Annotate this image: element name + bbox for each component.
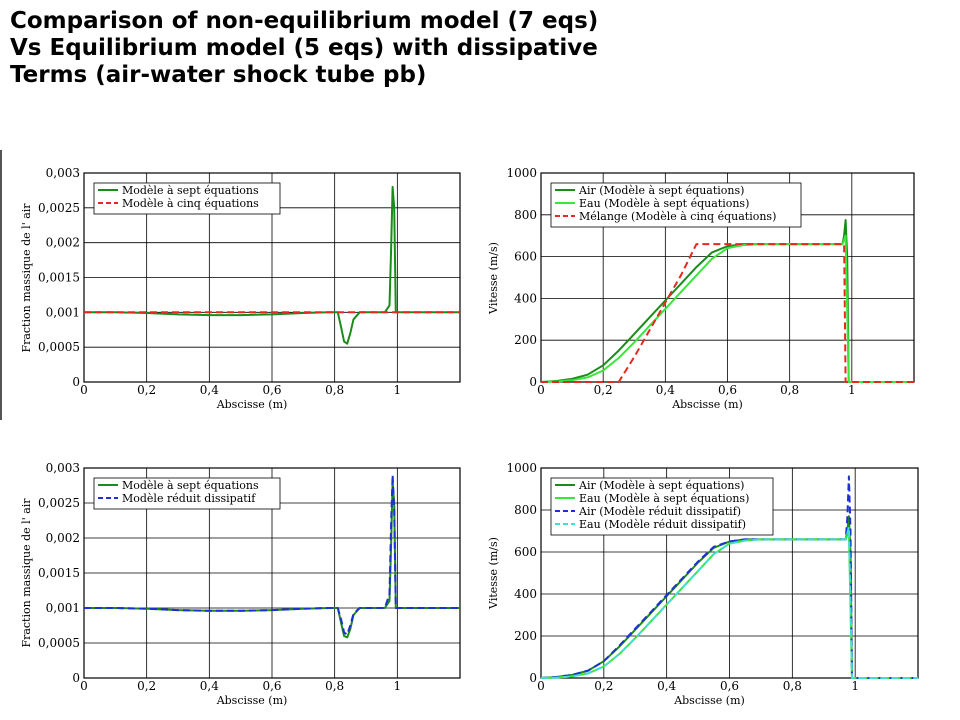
legend-label: Modèle à sept équations [122,184,259,197]
y-axis-label: Fraction massique de l' air [20,203,33,353]
x-axis-label: Abscisse (m) [216,694,288,707]
y-tick-label: 0,002 [46,531,80,545]
legend-label: Eau (Modèle à sept équations) [579,197,749,210]
x-tick-label: 1 [394,383,402,397]
y-tick-label: 600 [514,250,537,264]
y-tick-label: 0,002 [46,236,80,250]
legend-label: Air (Modèle réduit dissipatif) [578,505,741,518]
y-tick-label: 0,001 [46,601,80,615]
legend-box [93,182,281,215]
y-tick-label: 0 [72,375,80,389]
y-tick-label: 800 [514,503,537,517]
x-tick-label: 0,8 [325,679,344,693]
x-tick-label: 0,6 [262,679,281,693]
x-tick-label: 0 [537,679,545,693]
y-tick-label: 1000 [506,461,537,475]
y-tick-label: 0,0025 [38,496,80,510]
y-tick-label: 200 [514,333,537,347]
x-tick-label: 0,2 [594,383,613,397]
y-tick-label: 0 [529,375,537,389]
x-tick-label: 0,2 [137,679,156,693]
x-tick-label: 1 [851,679,859,693]
x-tick-label: 0,2 [594,679,613,693]
y-tick-label: 0,003 [46,166,80,180]
x-axis-label: Abscisse (m) [216,398,288,411]
x-tick-label: 0,8 [783,679,802,693]
x-tick-label: 0 [80,679,88,693]
x-tick-label: 0,4 [200,679,219,693]
legend-label: Modèle à sept équations [122,479,259,492]
y-tick-label: 0,0005 [38,340,80,354]
x-axis-label: Abscisse (m) [673,694,745,707]
legend-label: Air (Modèle à sept équations) [578,184,744,197]
series-line-3 [540,475,918,679]
y-tick-label: 0,0015 [38,566,80,580]
chart-4: 0 0,2 0,4 0,6 0,8 1 0 200 400 600 800 1000 Abscisse … [487,461,919,707]
y-tick-label: 600 [514,545,537,559]
y-axis-label: Vitesse (m/s) [487,537,500,610]
x-tick-label: 0,8 [325,383,344,397]
x-tick-label: 0,6 [718,383,737,397]
x-axis-label: Abscisse (m) [671,398,743,411]
series-line-4 [540,525,918,679]
y-axis-label: Fraction massique de l' air [20,498,33,648]
y-tick-label: 1000 [506,166,537,180]
series-line-2 [540,234,914,383]
y-tick-label: 0,0025 [38,201,80,215]
chart-1: 0 0,2 0,4 0,6 0,8 1 0 0,0005 0,001 0,0015 0,002 0,0… [20,166,461,411]
y-tick-label: 0,003 [46,461,80,475]
chart-3: 0 0,2 0,4 0,6 0,8 1 0 0,0005 0,001 0,0015 0,002 0,0… [20,461,461,707]
legend-box [93,477,281,510]
x-tick-label: 0,4 [200,383,219,397]
chart-2: 0 0,2 0,4 0,6 0,8 1 0 200 400 600 800 1000 Abscisse … [487,166,915,411]
x-tick-label: 1 [394,679,402,693]
y-tick-label: 0,001 [46,305,80,319]
x-tick-label: 1 [848,383,856,397]
x-tick-label: 0,6 [262,383,281,397]
x-tick-label: 0,8 [780,383,799,397]
legend-label: Eau (Modèle à sept équations) [579,492,749,505]
title-line-3: Terms (air-water shock tube pb) [10,62,427,88]
legend-label: Eau (Modèle réduit dissipatif) [579,518,746,531]
x-tick-label: 0,2 [137,383,156,397]
y-tick-label: 400 [514,291,537,305]
legend-label: Modèle réduit dissipatif [122,492,256,505]
y-tick-label: 800 [514,208,537,222]
legend-label: Air (Modèle à sept équations) [578,479,744,492]
x-tick-label: 0 [80,383,88,397]
y-tick-label: 0 [72,671,80,685]
y-tick-label: 0,0015 [38,271,80,285]
y-tick-label: 0,0005 [38,636,80,650]
legend-box [550,182,802,228]
series-line-3 [541,243,914,383]
left-divider [0,150,2,420]
series-line-1 [540,219,914,383]
legend-label: Modèle à cinq équations [122,197,259,210]
legend-box [550,477,774,536]
x-tick-label: 0 [537,383,545,397]
series-line-1 [84,185,460,345]
series-line-2 [84,474,460,636]
x-tick-label: 0,4 [657,679,676,693]
y-tick-label: 200 [514,629,537,643]
title-line-2: Vs Equilibrium model (5 eqs) with dissip… [10,35,598,61]
y-tick-label: 0 [529,671,537,685]
page-title: Comparison of non-equilibrium model (7 e… [10,8,830,89]
y-axis-label: Vitesse (m/s) [487,242,500,315]
y-tick-label: 400 [514,587,537,601]
legend-label: Mélange (Modèle à cinq équations) [579,210,776,223]
x-tick-label: 0,6 [720,679,739,693]
x-tick-label: 0,4 [656,383,675,397]
title-line-1: Comparison of non-equilibrium model (7 e… [10,8,599,34]
